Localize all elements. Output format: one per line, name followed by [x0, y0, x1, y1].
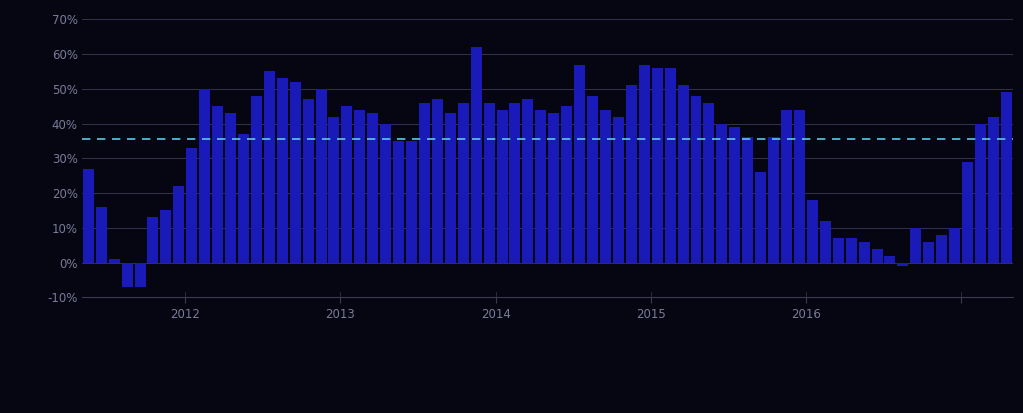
Bar — [626, 85, 637, 263]
Bar — [807, 200, 817, 263]
Bar — [897, 263, 908, 266]
Bar — [562, 106, 572, 263]
Bar — [613, 116, 624, 263]
Bar — [781, 110, 792, 263]
Bar — [264, 71, 275, 263]
Bar — [251, 96, 262, 263]
Bar — [949, 228, 960, 263]
Bar — [509, 103, 521, 263]
Bar — [225, 113, 236, 263]
Bar — [122, 263, 133, 287]
Bar — [342, 106, 352, 263]
Bar — [988, 116, 998, 263]
Bar — [587, 96, 598, 263]
Bar — [290, 82, 301, 263]
Bar — [303, 99, 314, 263]
Bar — [665, 68, 675, 263]
Bar — [277, 78, 287, 263]
Bar — [432, 99, 443, 263]
Bar — [484, 103, 494, 263]
Bar — [419, 103, 430, 263]
Bar — [199, 89, 210, 263]
Bar — [471, 47, 482, 263]
Bar — [574, 64, 585, 263]
Bar — [135, 263, 145, 287]
Bar — [872, 249, 883, 263]
Bar — [743, 138, 753, 263]
Bar — [212, 106, 223, 263]
Bar — [652, 68, 663, 263]
Bar — [755, 172, 766, 263]
Bar — [161, 211, 172, 263]
Bar — [1000, 93, 1012, 263]
Bar — [638, 64, 650, 263]
Bar — [819, 221, 831, 263]
Bar — [186, 148, 197, 263]
Bar — [406, 141, 417, 263]
Bar — [729, 127, 741, 263]
Bar — [975, 123, 986, 263]
Bar — [794, 110, 805, 263]
Bar — [457, 103, 469, 263]
Bar — [548, 113, 560, 263]
Bar — [846, 238, 856, 263]
Bar — [367, 113, 379, 263]
Bar — [173, 186, 184, 263]
Bar — [768, 138, 780, 263]
Bar — [381, 123, 391, 263]
Bar — [83, 169, 94, 263]
Bar — [691, 96, 702, 263]
Bar — [923, 242, 934, 263]
Bar — [858, 242, 870, 263]
Bar — [354, 110, 365, 263]
Bar — [96, 207, 106, 263]
Bar — [936, 235, 947, 263]
Bar — [704, 103, 714, 263]
Bar — [716, 123, 727, 263]
Bar — [496, 110, 507, 263]
Bar — [445, 113, 456, 263]
Bar — [535, 110, 546, 263]
Bar — [523, 99, 533, 263]
Bar — [108, 259, 120, 263]
Bar — [885, 256, 895, 263]
Bar — [677, 85, 688, 263]
Bar — [833, 238, 844, 263]
Bar — [147, 217, 159, 263]
Bar — [328, 116, 340, 263]
Bar — [315, 89, 326, 263]
Bar — [601, 110, 611, 263]
Bar — [238, 134, 249, 263]
Bar — [910, 228, 922, 263]
Bar — [962, 162, 973, 263]
Bar — [393, 141, 404, 263]
